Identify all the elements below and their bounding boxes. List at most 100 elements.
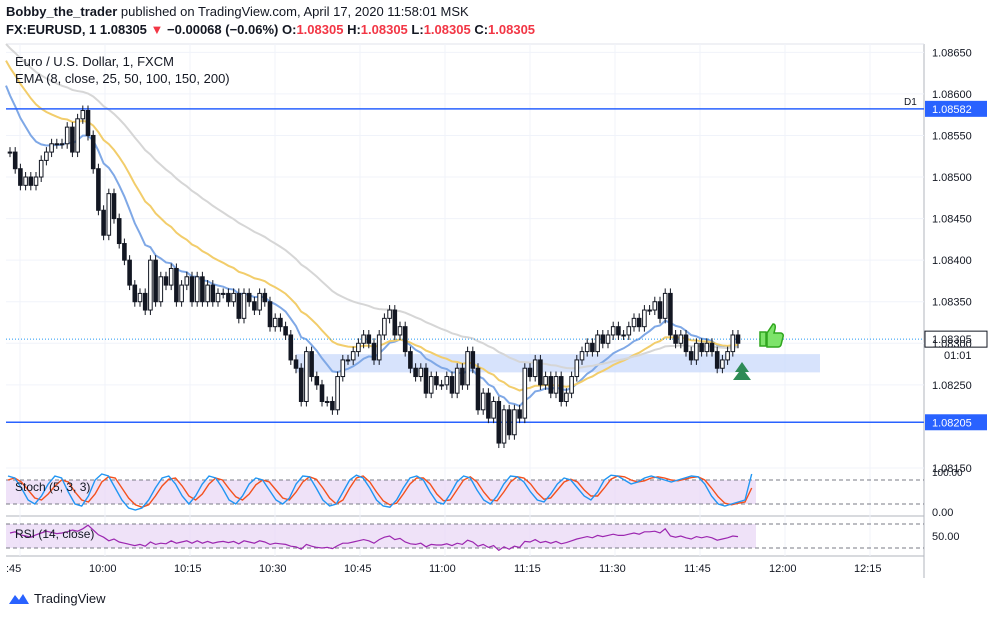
candle-body xyxy=(298,367,304,402)
candle-body xyxy=(605,334,611,344)
stoch-tick: 100.00 xyxy=(932,468,963,479)
candle-body xyxy=(350,351,356,361)
candle-body xyxy=(704,342,710,353)
candle-body xyxy=(345,359,351,362)
candle-body xyxy=(324,400,330,403)
candle-body xyxy=(621,334,626,337)
chart-header: Bobby_the_trader published on TradingVie… xyxy=(6,3,982,39)
footer-brand[interactable]: TradingView xyxy=(34,591,106,606)
thumbs-up-icon xyxy=(759,323,784,348)
x-tick-label: 11:00 xyxy=(429,563,456,575)
ema-line xyxy=(5,60,739,392)
published-text: published on TradingView.com, April 17, … xyxy=(120,4,469,19)
x-tick-label: 10:00 xyxy=(89,563,117,575)
candle-body xyxy=(647,309,652,312)
candle-body xyxy=(657,301,663,319)
candle-body xyxy=(543,376,548,386)
candle-body xyxy=(699,342,704,353)
candle-body xyxy=(522,367,528,419)
candle-body xyxy=(314,376,320,386)
x-tick-label: 10:30 xyxy=(259,563,287,575)
candle-body xyxy=(496,400,502,444)
candle-body xyxy=(584,342,590,353)
x-tick-label: 10:15 xyxy=(174,563,202,575)
candle-body xyxy=(7,151,13,154)
candle-body xyxy=(397,326,403,336)
candle-body xyxy=(137,292,143,303)
candle-body xyxy=(600,334,606,344)
candle-body xyxy=(44,151,49,161)
candle-body xyxy=(465,351,470,386)
candle-body xyxy=(226,292,231,303)
hline-tag: D1 xyxy=(904,97,917,108)
candle-body xyxy=(356,342,361,353)
y-tick-label: 1.08500 xyxy=(932,172,972,184)
candle-body xyxy=(85,110,91,136)
candle-body xyxy=(148,259,153,311)
candle-body xyxy=(64,126,70,145)
x-tick-label: 12:00 xyxy=(769,563,797,575)
x-tick-label: :45 xyxy=(6,563,21,575)
candle-body xyxy=(673,334,678,344)
candle-body xyxy=(340,359,346,378)
stoch-tick: 0.00 xyxy=(932,507,953,519)
candle-body xyxy=(454,367,460,394)
ema-line xyxy=(5,43,739,370)
candle-body xyxy=(184,276,190,286)
candle-body xyxy=(236,292,242,319)
candle-body xyxy=(309,351,314,378)
last-price: 1.08305 xyxy=(99,22,147,37)
candle-body xyxy=(402,326,408,353)
candle-body xyxy=(548,376,554,394)
candle-body xyxy=(215,292,221,303)
candle-body xyxy=(418,367,424,378)
candle-body xyxy=(720,359,725,369)
candle-body xyxy=(470,351,476,369)
candle-body xyxy=(616,326,621,336)
candle-body xyxy=(12,151,18,170)
candle-body xyxy=(189,276,195,303)
candle-body xyxy=(283,326,288,336)
candle-body xyxy=(725,351,730,361)
rsi-label: RSI (14, close) xyxy=(15,527,94,541)
author-name[interactable]: Bobby_the_trader xyxy=(6,4,118,19)
candle-body xyxy=(96,168,101,211)
horizontal-lines[interactable]: 1.08582 D1 1.08205 1.08305 01:01 xyxy=(6,97,988,431)
candle-body xyxy=(553,376,559,394)
candle-body xyxy=(392,309,398,336)
axes: 1.08650 1.08600 1.08550 1.08500 1.08450 1.084… xyxy=(6,47,972,575)
candle-body xyxy=(652,301,658,311)
symbol-label[interactable]: FX:EURUSD, 1 xyxy=(6,22,97,37)
candle-body xyxy=(683,334,689,353)
y-tick-label: 1.08300 xyxy=(932,338,972,350)
candle-body xyxy=(252,301,257,311)
candle-body xyxy=(595,334,600,353)
candle-body xyxy=(709,342,715,353)
candle-body xyxy=(194,276,200,303)
tradingview-logo-icon[interactable] xyxy=(8,592,30,606)
candle-body xyxy=(220,292,226,295)
candle-body xyxy=(636,317,642,328)
rsi-line xyxy=(9,524,739,552)
y-tick-label: 1.08350 xyxy=(932,297,972,309)
current-price-label: 1.08305 xyxy=(932,334,972,346)
candle-body xyxy=(564,392,569,402)
y-tick-label: 1.08650 xyxy=(932,47,972,59)
y-tick-label: 1.08400 xyxy=(932,255,972,267)
rsi-tick: 50.00 xyxy=(932,531,960,543)
candle-body xyxy=(480,392,486,411)
candle-body xyxy=(38,159,44,178)
candle-body xyxy=(153,259,158,303)
x-tick-label: 12:15 xyxy=(854,563,882,575)
candle-body xyxy=(304,351,309,402)
hline-price-tag xyxy=(925,414,987,431)
candle-body xyxy=(122,243,127,261)
candle-body xyxy=(460,367,465,386)
candle-body xyxy=(486,392,491,419)
tree-marker-icon xyxy=(733,362,751,380)
candle-body xyxy=(205,284,210,303)
candle-body xyxy=(574,359,580,378)
open-value: 1.08305 xyxy=(296,22,344,37)
candle-body xyxy=(688,351,694,361)
